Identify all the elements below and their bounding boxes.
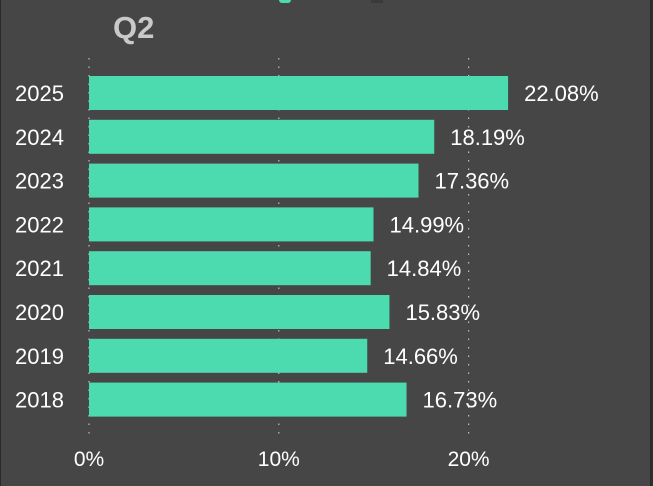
x-tick-label: 0% [74, 448, 104, 471]
x-tick-label: 20% [448, 448, 490, 471]
category-label-2024: 2024 [15, 125, 64, 150]
labels-layer: 0% 10% 20% 2025 22.08% 2024 18.19% 2023 17.36% 20… [15, 81, 599, 471]
bar-2025 [89, 76, 509, 110]
category-label-2021: 2021 [15, 256, 64, 281]
category-label-2025: 2025 [15, 81, 64, 106]
bar-2023 [89, 163, 419, 198]
value-label-2025: 22.08% [524, 81, 599, 106]
grid-layer [88, 58, 470, 438]
category-label-2022: 2022 [15, 212, 64, 237]
value-label-2019: 14.66% [383, 344, 458, 369]
bar-2018 [89, 382, 407, 417]
value-label-2018: 16.73% [423, 388, 498, 413]
bar-2020 [89, 295, 390, 329]
value-label-2023: 17.36% [434, 169, 509, 194]
bar-2019 [89, 338, 368, 373]
bar-2024 [89, 119, 435, 154]
bar-2021 [89, 251, 371, 286]
bar-2022 [89, 207, 374, 242]
value-label-2024: 18.19% [450, 125, 525, 150]
bars-layer [89, 76, 509, 417]
value-label-2021: 14.84% [387, 256, 462, 281]
x-tick-label: 10% [258, 448, 300, 471]
category-label-2020: 2020 [15, 300, 64, 325]
chart-title: Q2 [113, 10, 155, 45]
category-label-2018: 2018 [15, 388, 64, 413]
value-label-2022: 14.99% [390, 212, 465, 237]
category-label-2019: 2019 [15, 344, 64, 369]
value-label-2020: 15.83% [405, 300, 480, 325]
top-accent-mark [279, 0, 291, 3]
category-label-2023: 2023 [15, 169, 64, 194]
top-notch-mark [371, 0, 383, 3]
